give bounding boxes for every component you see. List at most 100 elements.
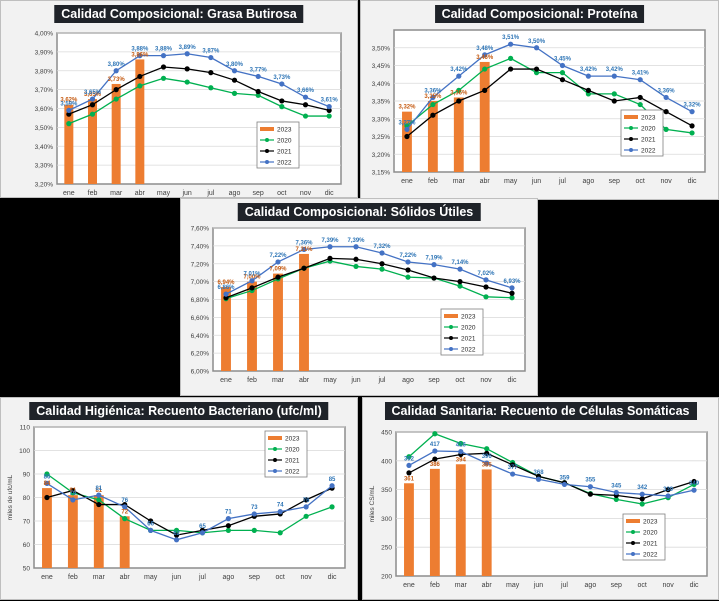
point-2021 — [353, 256, 359, 262]
x-tick-label: may — [144, 574, 158, 581]
data-label-2022: 3,45% — [554, 57, 572, 63]
legend-label-2023: 2023 — [641, 114, 656, 121]
bar-2023 — [119, 516, 130, 568]
data-label-2022: 417 — [430, 442, 441, 448]
bar-2023 — [221, 286, 231, 371]
x-tick-label: abr — [299, 377, 310, 384]
data-label-2023: 3,62% — [60, 98, 78, 104]
point-2020 — [611, 91, 617, 97]
y-tick-label: 7,60% — [191, 226, 210, 233]
x-tick-label: feb — [428, 178, 438, 185]
data-label-2022: 342 — [637, 485, 648, 491]
x-tick-label: jul — [560, 582, 568, 589]
legend-label-2020: 2020 — [285, 446, 300, 453]
x-tick-label: oct — [276, 574, 285, 581]
point-2021 — [70, 487, 76, 494]
point-2021 — [510, 462, 516, 468]
data-label-2022: 3,51% — [502, 35, 520, 41]
legend-marker-2022 — [629, 148, 633, 152]
bar-2023 — [453, 97, 464, 172]
point-2020 — [484, 446, 490, 452]
point-2021 — [148, 518, 154, 524]
point-2020 — [303, 513, 309, 519]
point-2021 — [482, 87, 488, 93]
point-2022 — [277, 509, 283, 515]
point-2020 — [160, 75, 167, 81]
point-2020 — [208, 85, 214, 91]
y-tick-label: 3,20% — [35, 182, 54, 189]
data-label-2022: 3,87% — [202, 49, 220, 55]
point-2020 — [251, 527, 257, 533]
bar-2023 — [299, 253, 309, 371]
y-tick-label: 50 — [23, 566, 31, 573]
legend-marker-2022 — [449, 347, 453, 351]
point-2021 — [113, 87, 119, 93]
y-tick-label: 3,30% — [372, 116, 391, 123]
x-tick-label: mar — [272, 377, 285, 384]
chart-proteina: 3,15% 3,20% 3,25% 3,30% 3,35% 3,40% 3,45% 3,50%… — [372, 29, 706, 185]
legend-label-2022: 2022 — [461, 346, 476, 353]
y-tick-label: 70 — [23, 519, 31, 526]
point-2022 — [559, 62, 566, 69]
point-2020 — [89, 111, 96, 117]
data-label-2022: 3,36% — [658, 88, 676, 94]
point-2021 — [404, 133, 410, 140]
x-tick-label: feb — [430, 582, 440, 589]
bar-2023 — [67, 495, 78, 568]
x-tick-label: sep — [428, 377, 439, 384]
point-2020 — [379, 266, 385, 272]
data-label-2022: 7,01% — [243, 272, 261, 278]
point-2022 — [458, 448, 464, 455]
data-label-2022: 79 — [70, 491, 77, 497]
point-2020 — [406, 454, 412, 460]
point-2021 — [639, 496, 645, 502]
panel-solidos: Calidad Composicional: Sólidos Útiles 6,… — [180, 198, 538, 396]
x-tick-label: dic — [328, 574, 337, 581]
point-2021 — [456, 98, 462, 104]
x-tick-label: ago — [583, 178, 595, 185]
point-2022 — [483, 277, 489, 283]
bar-2023 — [135, 59, 145, 184]
point-2020 — [231, 90, 238, 96]
legend-label-2021: 2021 — [461, 335, 476, 342]
data-label-2023: 81 — [95, 488, 102, 494]
bar-2023 — [429, 468, 440, 576]
legend-label-2020: 2020 — [277, 137, 292, 144]
point-2021 — [533, 66, 540, 72]
x-tick-label: nov — [660, 178, 672, 185]
line-2020 — [225, 260, 513, 300]
point-2021 — [173, 532, 180, 538]
point-2022 — [561, 481, 568, 488]
bar-2023 — [88, 99, 97, 184]
point-2020 — [405, 274, 411, 280]
point-2022 — [508, 41, 514, 47]
point-2021 — [432, 456, 438, 462]
point-2021 — [484, 450, 490, 456]
data-label-2023: 3,86% — [131, 52, 149, 58]
legend-swatch-2023 — [624, 115, 638, 119]
point-2022 — [44, 480, 50, 486]
line-2022 — [225, 246, 513, 295]
point-2022 — [404, 126, 410, 132]
bar-2023 — [42, 488, 52, 568]
y-tick-label: 200 — [381, 574, 392, 581]
data-label-2022: 7,19% — [425, 256, 443, 262]
data-label-2022: 3,48% — [476, 46, 494, 52]
point-2022 — [484, 460, 490, 466]
legend-label-2023: 2023 — [461, 313, 476, 320]
legend-label-2020: 2020 — [641, 125, 656, 132]
data-label-2023: 3,65% — [84, 92, 102, 98]
x-tick-label: jun — [181, 190, 191, 197]
y-tick-label: 3,15% — [372, 170, 391, 177]
legend-marker-2021 — [629, 137, 633, 141]
point-2022 — [208, 54, 214, 61]
point-2022 — [379, 250, 385, 256]
data-label-2022: 3,89% — [179, 45, 197, 51]
y-tick-label: 3,35% — [372, 99, 391, 106]
point-2022 — [199, 530, 206, 536]
y-tick-label: 6,00% — [191, 369, 210, 376]
line-2021 — [408, 452, 695, 500]
point-2021 — [483, 284, 489, 290]
point-2021 — [585, 87, 591, 93]
x-tick-label: sep — [609, 178, 620, 185]
